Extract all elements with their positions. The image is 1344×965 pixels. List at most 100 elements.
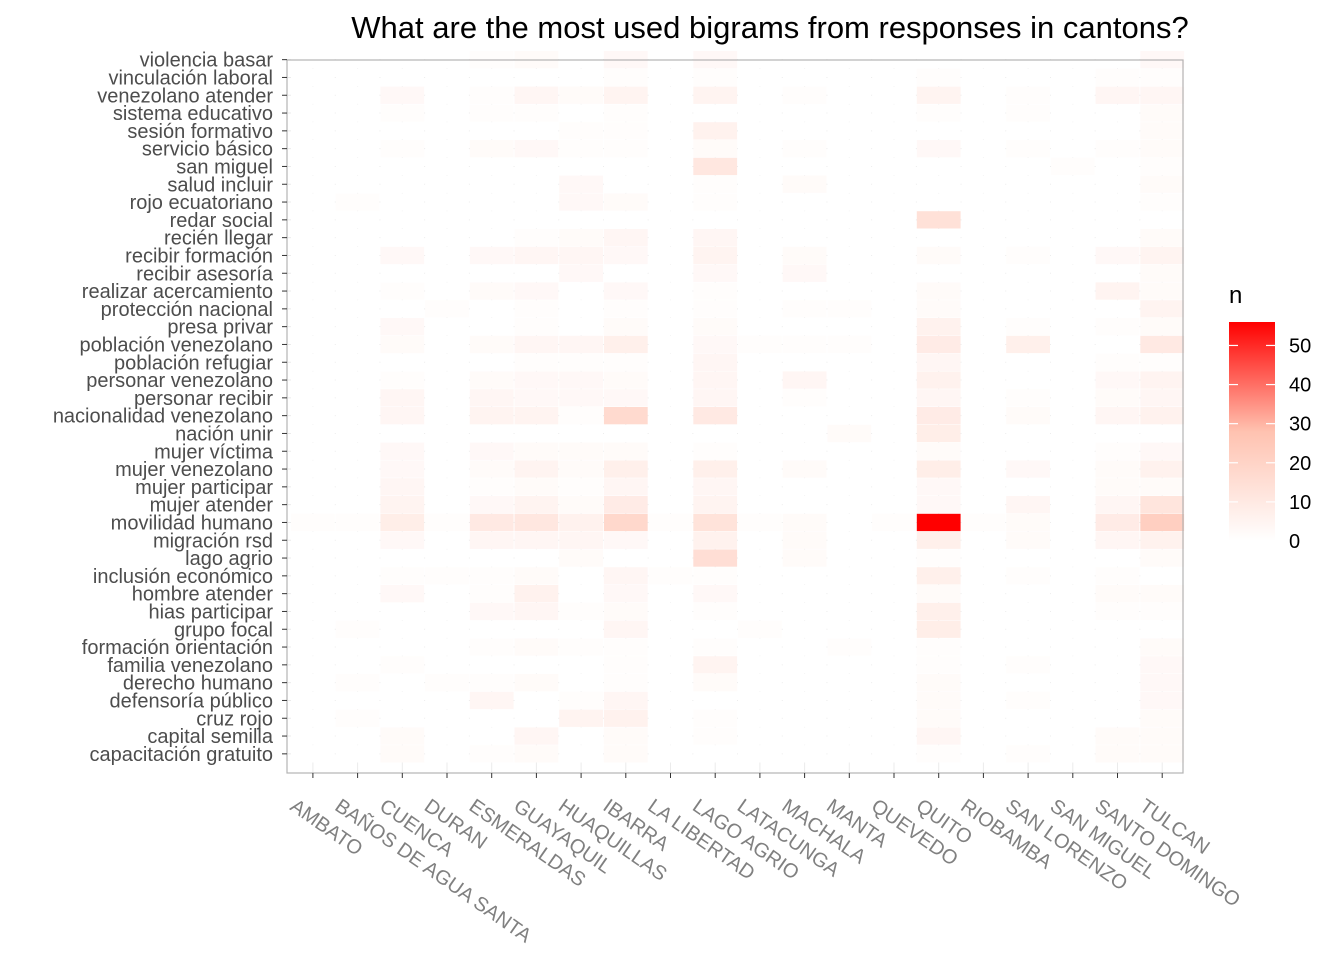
heatmap-cell: población venezolano / QUITO: 9 [916,335,961,354]
heatmap-cell: capacitación gratuito / GUAYAQUIL: 2 [514,745,559,763]
heatmap-cell: movilidad humano / IBARRA: 18 [603,513,648,532]
heatmap-cell: inclusión económico / BAÑOS DE AGUA SANT… [335,567,380,585]
heatmap-cell: mujer atender / SAN MIGUEL: 0 [1050,496,1095,514]
heatmap-cell: familia venezolano / BAÑOS DE AGUA SANTA… [335,656,380,674]
heatmap-cell: nacionalidad venezolano / LA LIBERTAD: 0 [648,407,693,425]
heatmap-cell: familia venezolano / LAGO AGRIO: 5 [693,656,738,674]
heatmap-cell: población venezolano / BAÑOS DE AGUA SAN… [335,335,380,354]
heatmap-cell: cruz rojo / MACHALA: 0 [782,709,827,727]
heatmap-cell: recibir asesoría / LA LIBERTAD: 0 [648,264,693,282]
heatmap-cell: salud incluir / BAÑOS DE AGUA SANTA: 0 [335,175,380,193]
heatmap-cell: sistema educativo / RIOBAMBA: 0 [961,104,1006,122]
heatmap-cell: recibir asesoría / QUITO: 0 [916,264,961,282]
heatmap-cell: grupo focal / MANTA: 0 [827,620,872,638]
heatmap-cell: hombre atender / GUAYAQUIL: 6 [514,585,559,603]
heatmap-cell: nación unir / SANTO DOMINGO: 0 [1095,424,1140,443]
heatmap-cell: formación orientación / LA LIBERTAD: 0 [648,638,693,656]
heatmap-cell: san miguel / BAÑOS DE AGUA SANTA: 0 [335,157,380,176]
heatmap-cell: venezolano atender / LATACUNGA: 0 [738,86,782,104]
heatmap-cell: lago agrio / HUAQUILLAS: 2 [559,549,603,567]
heatmap-cell: mujer atender / MACHALA: 0 [782,496,827,514]
heatmap-cell: lago agrio / AMBATO: 0 [291,549,335,567]
heatmap-cell: presa privar / TULCAN: 2 [1140,318,1185,336]
heatmap-cell: familia venezolano / LATACUNGA: 0 [738,656,782,674]
heatmap-cell: sesión formativo / RIOBAMBA: 0 [961,122,1006,140]
heatmap-cell: personar recibir / MANTA: 0 [827,389,872,407]
heatmap-cell: familia venezolano / GUAYAQUIL: 0 [514,656,559,674]
heatmap-cell: realizar acercamiento / LA LIBERTAD: 0 [648,282,693,300]
heatmap-cell: sistema educativo / QUITO: 1 [916,104,961,122]
heatmap-cell: sesión formativo / QUEVEDO: 0 [872,122,916,140]
heatmap-cell: hias participar / MANTA: 0 [827,602,872,621]
heatmap-cell: mujer atender / CUENCA: 5 [380,496,425,514]
heatmap-cell: sistema educativo / DURAN: 0 [425,104,469,122]
heatmap-cell: formación orientación / LATACUNGA: 0 [738,638,782,656]
heatmap-cell: cruz rojo / HUAQUILLAS: 5 [559,709,603,727]
y-tick-label: salud incluir [167,174,273,196]
heatmap-cell: defensoría público / GUAYAQUIL: 0 [514,691,559,710]
y-tick-label: nacionalidad venezolano [53,406,273,428]
heatmap-cell: población venezolano / DURAN: 0 [425,335,469,354]
heatmap-cell: sistema educativo / LA LIBERTAD: 0 [648,104,693,122]
heatmap-cell: presa privar / SAN LORENZO: 1 [1006,318,1050,336]
heatmap-cell: personar recibir / SAN MIGUEL: 0 [1050,389,1095,407]
heatmap-cell: hombre atender / BAÑOS DE AGUA SANTA: 0 [335,585,380,603]
legend-colorbar [1229,322,1275,541]
heatmap-cell: san miguel / SAN MIGUEL: 1 [1050,157,1095,176]
heatmap-cell: cruz rojo / LA LIBERTAD: 0 [648,709,693,727]
heatmap-cell: mujer participar / GUAYAQUIL: 2 [514,478,559,496]
heatmap-cell: hias participar / QUITO: 7 [916,602,961,621]
heatmap-cell: sesión formativo / MACHALA: 0 [782,122,827,140]
heatmap-cell: mujer participar / LA LIBERTAD: 0 [648,478,693,496]
heatmap-cell: nación unir / SAN MIGUEL: 0 [1050,424,1095,443]
heatmap-cell: personar recibir / MACHALA: 1 [782,389,827,407]
heatmap-cell: capacitación gratuito / BAÑOS DE AGUA SA… [335,745,380,763]
heatmap-cell: recién llegar / MANTA: 0 [827,229,872,247]
heatmap-cell: nacionalidad venezolano / HUAQUILLAS: 1 [559,407,603,425]
heatmap-cell: derecho humano / ESMERALDAS: 1 [469,674,514,692]
heatmap-cell: mujer víctima / AMBATO: 0 [291,442,335,460]
heatmap-cell: recibir formación / CUENCA: 3 [380,246,425,265]
heatmap-cell: mujer venezolano / ESMERALDAS: 2 [469,460,514,478]
heatmap-cell: sistema educativo / MANTA: 0 [827,104,872,122]
heatmap-cell: capacitación gratuito / QUITO: 1 [916,745,961,763]
heatmap-cell: cruz rojo / SAN MIGUEL: 0 [1050,709,1095,727]
heatmap-cell: grupo focal / MACHALA: 0 [782,620,827,638]
heatmap-cell: mujer venezolano / HUAQUILLAS: 2 [559,460,603,478]
heatmap-cell: sesión formativo / AMBATO: 0 [291,122,335,140]
heatmap-cell: hombre atender / AMBATO: 0 [291,585,335,603]
heatmap-cell: migración rsd / SAN MIGUEL: 0 [1050,531,1095,549]
heatmap-cell: servicio básico / SAN MIGUEL: 0 [1050,140,1095,158]
heatmap-cell: derecho humano / QUITO: 2 [916,674,961,692]
heatmap-cell: personar venezolano / LATACUNGA: 0 [738,371,782,389]
heatmap-cell: familia venezolano / RIOBAMBA: 0 [961,656,1006,674]
heatmap-cell: grupo focal / LATACUNGA: 1 [738,620,782,638]
color-legend: n 0 10 20 30 40 50 [1229,282,1311,553]
heatmap-cell: redar social / GUAYAQUIL: 0 [514,211,559,229]
heatmap-cell: grupo focal / BAÑOS DE AGUA SANTA: 1 [335,620,380,638]
heatmap-cell: recién llegar / LATACUNGA: 0 [738,229,782,247]
heatmap-cell: mujer participar / LAGO AGRIO: 4 [693,478,738,496]
heatmap-cell: nacionalidad venezolano / MACHALA: 0 [782,407,827,425]
heatmap-cell: recién llegar / CUENCA: 0 [380,229,425,247]
heatmap-cell: migración rsd / QUITO: 7 [916,531,961,549]
heatmap-cell: lago agrio / LAGO AGRIO: 15 [693,549,738,567]
heatmap-cell: hombre atender / LA LIBERTAD: 0 [648,585,693,603]
heatmap-cell: rojo ecuatoriano / IBARRA: 2 [603,193,648,211]
heatmap-cell: lago agrio / LA LIBERTAD: 0 [648,549,693,567]
heatmap-cell: movilidad humano / TULCAN: 22 [1140,513,1185,532]
heatmap-cell: venezolano atender / LA LIBERTAD: 0 [648,86,693,104]
heatmap-cell: defensoría público / SANTO DOMINGO: 0 [1095,691,1140,710]
heatmap-cell: hombre atender / DURAN: 0 [425,585,469,603]
heatmap-cell: población refugiar / HUAQUILLAS: 1 [559,353,603,371]
heatmap-cell: redar social / ESMERALDAS: 0 [469,211,514,229]
heatmap-cell: personar venezolano / MANTA: 0 [827,371,872,389]
heatmap-cell: servicio básico / RIOBAMBA: 0 [961,140,1006,158]
heatmap-cell: redar social / MACHALA: 0 [782,211,827,229]
heatmap-cell: salud incluir / SAN LORENZO: 0 [1006,175,1050,193]
heatmap-cell: nacionalidad venezolano / GUAYAQUIL: 5 [514,407,559,425]
heatmap-cell: nación unir / TULCAN: 0 [1140,424,1185,443]
y-tick-label: lago agrio [185,548,273,570]
heatmap-cell: capital semilla / IBARRA: 2 [603,727,648,745]
heatmap-cell: movilidad humano / MACHALA: 2 [782,513,827,532]
